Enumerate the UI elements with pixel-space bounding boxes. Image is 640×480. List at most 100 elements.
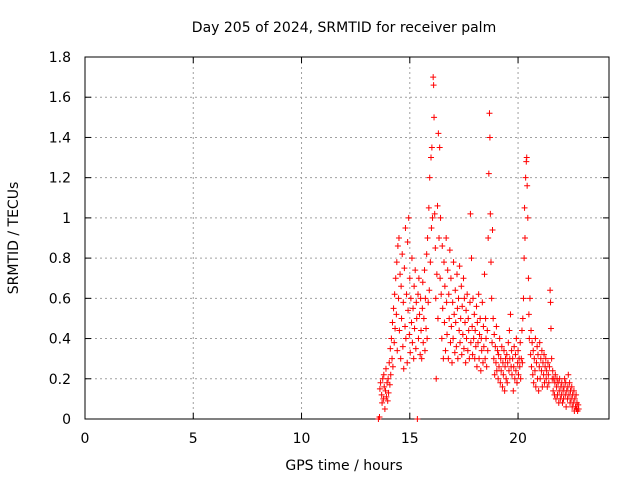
data-point (506, 327, 513, 334)
data-point (462, 319, 469, 326)
data-point (498, 343, 505, 350)
data-point (470, 295, 477, 302)
data-point (520, 295, 527, 302)
data-point (460, 345, 467, 352)
data-point (482, 315, 489, 322)
data-point (510, 387, 517, 394)
data-point (452, 287, 459, 294)
data-point (424, 235, 431, 241)
data-point (513, 335, 520, 342)
data-point (403, 291, 410, 298)
y-tick-label: 0.4 (49, 332, 71, 348)
data-point (434, 315, 441, 322)
data-point (515, 347, 522, 354)
data-point (568, 383, 575, 390)
data-point (417, 351, 424, 358)
data-point (481, 271, 488, 278)
data-point (467, 210, 474, 217)
data-point (500, 347, 507, 354)
data-point (465, 315, 472, 322)
data-point (415, 275, 422, 282)
data-points (375, 74, 582, 422)
data-point (406, 331, 413, 338)
data-point (543, 375, 550, 382)
data-point (478, 347, 485, 354)
data-point (473, 363, 480, 370)
data-point (529, 371, 536, 378)
data-point (398, 283, 405, 290)
data-point (474, 319, 481, 326)
data-point (475, 339, 481, 346)
data-point (490, 355, 497, 362)
data-point (447, 339, 454, 346)
data-point (504, 359, 511, 366)
data-point (480, 323, 487, 330)
data-point (483, 335, 490, 342)
data-point (451, 311, 458, 318)
data-point (451, 349, 458, 356)
data-point (457, 339, 464, 346)
data-point (438, 335, 445, 342)
data-point (492, 359, 499, 366)
data-point (519, 359, 526, 366)
data-point (412, 267, 419, 274)
data-point (502, 363, 509, 370)
data-point (535, 387, 542, 394)
data-point (444, 331, 451, 338)
data-point (487, 210, 494, 217)
data-point (400, 365, 407, 372)
x-tick-label: 0 (81, 431, 90, 447)
data-point (447, 275, 454, 282)
data-point (492, 343, 499, 350)
data-point (399, 251, 406, 258)
data-point (530, 379, 537, 386)
data-point (470, 335, 477, 342)
data-point (439, 243, 446, 250)
data-point (441, 259, 448, 266)
data-point (527, 351, 534, 358)
data-point (512, 351, 519, 358)
data-point (426, 287, 433, 294)
data-point (443, 235, 450, 241)
data-point (491, 371, 498, 378)
data-point (469, 323, 476, 330)
data-point (511, 343, 518, 350)
y-axis-label: SRMTID / TECUs (6, 182, 22, 295)
data-point (550, 387, 557, 394)
data-point (526, 295, 533, 302)
data-point (509, 355, 516, 362)
data-point (441, 319, 448, 326)
data-point (482, 355, 489, 362)
data-point (496, 335, 503, 342)
data-point (394, 243, 401, 250)
y-tick-label: 0.6 (49, 291, 71, 307)
data-point (431, 210, 438, 217)
data-point (498, 367, 505, 374)
y-axis: 0 0.2 0.4 0.6 0.8 1 1.2 1.4 1.6 1.8 (49, 50, 609, 428)
data-point (496, 363, 503, 370)
data-point (396, 327, 403, 334)
data-point (516, 363, 523, 370)
data-point (528, 327, 535, 334)
data-point (430, 74, 437, 81)
data-point (473, 303, 480, 310)
data-point (413, 315, 420, 322)
data-point (431, 114, 438, 121)
data-point (415, 291, 422, 298)
data-point (526, 335, 533, 342)
data-point (402, 224, 409, 231)
data-point (484, 327, 491, 334)
data-point (410, 355, 417, 362)
data-point (521, 204, 528, 211)
data-point (383, 393, 390, 400)
data-point (532, 335, 539, 342)
data-point (387, 345, 394, 352)
data-point (505, 339, 512, 346)
data-point (418, 327, 425, 334)
data-point (566, 379, 573, 386)
data-point (490, 315, 497, 322)
data-point (434, 202, 441, 209)
data-point (437, 214, 444, 221)
data-point (455, 295, 462, 302)
data-point (547, 287, 554, 294)
